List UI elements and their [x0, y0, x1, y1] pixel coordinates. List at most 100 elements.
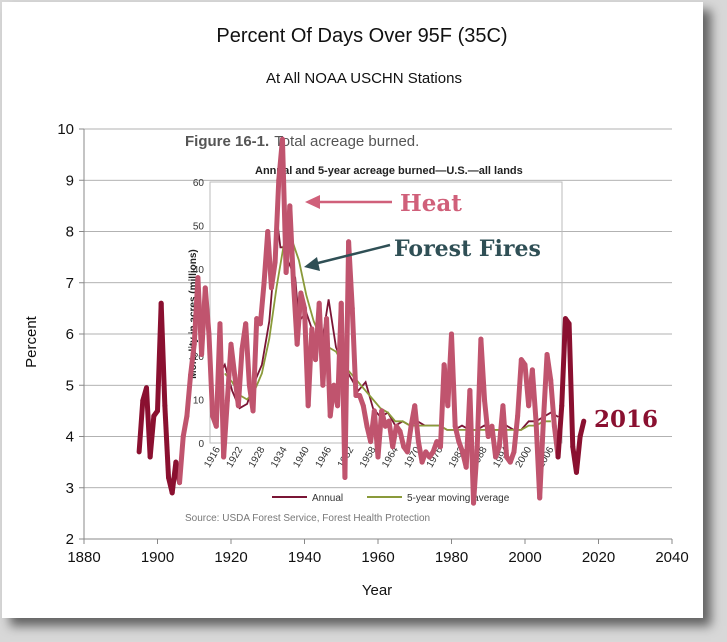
- heat-line-segment: [162, 403, 172, 480]
- heat-line-segment: [250, 316, 260, 414]
- x-tick-label: 1900: [141, 549, 174, 566]
- heat-line-segment: [221, 398, 230, 460]
- heat-line-segment: [349, 305, 359, 398]
- heat-line-segment: [482, 398, 491, 439]
- heat-line-segment: [537, 418, 546, 501]
- x-tick-label: 1920: [214, 549, 247, 566]
- forest-fires-arrow: [313, 243, 391, 266]
- inset-figure-caption: Total acreage burned.: [274, 133, 419, 150]
- heat-line-segment: [206, 331, 216, 419]
- year-2016-annotation: 2016: [594, 406, 658, 433]
- x-tick-label: 1940: [288, 549, 321, 566]
- heat-line-segment: [559, 316, 568, 409]
- heat-line-segment: [287, 203, 296, 286]
- y-tick-label: 3: [66, 480, 74, 497]
- legend-moving-average-label: 5-year moving average: [407, 493, 510, 504]
- inset-subtitle: Annual and 5-year acreage burned—U.S.—al…: [255, 165, 523, 177]
- inset-y-tick-label: 20: [193, 352, 205, 363]
- y-axis-ticks: 2 3 4 5 6 7 8 9 10: [57, 121, 84, 548]
- heat-line-segment: [180, 413, 190, 439]
- heat-line-segment: [449, 331, 458, 429]
- y-tick-label: 7: [66, 275, 74, 292]
- y-tick-label: 4: [66, 429, 74, 446]
- legend-annual-label: Annual: [312, 493, 343, 504]
- y-tick-label: 5: [66, 377, 74, 394]
- heat-line-segment: [555, 403, 565, 460]
- heat-line-segment: [548, 377, 557, 429]
- heat-line-segment: [177, 434, 186, 486]
- inset-figure: Figure 16-1. Total acreage burned. Annual…: [185, 133, 563, 524]
- inset-y-tick-label: 40: [193, 265, 205, 276]
- inset-y-tick-label: 10: [193, 396, 205, 407]
- heat-line-segment: [268, 259, 278, 291]
- x-tick-label: 1980: [435, 549, 468, 566]
- heat-series: [136, 136, 587, 506]
- inset-y-tick-label: 60: [193, 178, 205, 189]
- inset-source: Source: USDA Forest Service, Forest Heal…: [185, 513, 430, 524]
- x-tick-label: 2020: [582, 549, 615, 566]
- y-tick-label: 10: [57, 121, 74, 138]
- heat-line-segment: [573, 434, 583, 475]
- heat-line-segment: [188, 341, 197, 378]
- heat-line-segment: [147, 413, 157, 460]
- inset-y-tick-label: 0: [198, 439, 204, 450]
- heat-line-segment: [228, 341, 238, 378]
- heat-line-segment: [471, 444, 480, 506]
- heat-line-segment: [577, 418, 587, 439]
- heat-line-segment: [272, 177, 282, 265]
- heat-line-segment: [529, 367, 539, 424]
- heat-line-segment: [360, 403, 370, 429]
- heat-line-segment: [515, 357, 524, 419]
- heat-line-segment: [452, 423, 462, 445]
- x-tick-label: 2000: [508, 549, 541, 566]
- heat-line-segment: [404, 423, 414, 455]
- heat-line-segment: [184, 372, 194, 419]
- y-tick-label: 8: [66, 224, 74, 241]
- inset-x-tick-label: 1934: [269, 445, 290, 470]
- heat-line-segment: [243, 321, 252, 388]
- chart-title: Percent Of Days Over 95F (35C): [216, 25, 507, 47]
- x-tick-label: 1880: [67, 549, 100, 566]
- inset-x-tick-label: 1964: [380, 445, 401, 470]
- heat-line-segment: [298, 290, 307, 311]
- heat-line-segment: [397, 428, 407, 450]
- chart-card: Percent Of Days Over 95F (35C) At All NO…: [2, 2, 703, 618]
- heat-line-segment: [412, 403, 421, 445]
- inset-x-tick-label: 1916: [202, 445, 223, 470]
- inset-figure-number: Figure 16-1.: [185, 133, 269, 150]
- forest-fires-arrow-head: [304, 257, 320, 271]
- inset-moving-average-line: [224, 237, 551, 431]
- inset-x-tick-label: 1940: [291, 445, 312, 470]
- heat-line-segment: [202, 285, 212, 337]
- heat-line-segment: [136, 398, 146, 455]
- heat-line-segment: [566, 321, 576, 450]
- y-axis-label: Percent: [23, 315, 40, 368]
- x-axis-ticks: 1880 1900 1920 1940 1960 1980 2000 2020 2040: [67, 539, 689, 566]
- heat-line-segment: [478, 336, 488, 404]
- x-tick-label: 2040: [655, 549, 688, 566]
- x-tick-label: 1960: [361, 549, 394, 566]
- y-tick-label: 9: [66, 172, 74, 189]
- heat-arrow-head: [305, 195, 320, 209]
- heat-chart: Percent Of Days Over 95F (35C) At All NO…: [23, 25, 689, 599]
- heat-line-segment: [235, 346, 245, 409]
- inset-plot-frame: [209, 181, 563, 444]
- x-axis-label: Year: [362, 582, 392, 599]
- heat-line-segment: [544, 352, 554, 383]
- heat-line-segment: [342, 239, 352, 480]
- heat-line-segment: [257, 280, 267, 327]
- heat-line-segment: [324, 316, 333, 419]
- heat-line-segment: [500, 403, 510, 460]
- heat-line-segment: [158, 300, 168, 409]
- inset-figure-title: Figure 16-1. Total acreage burned.: [185, 133, 419, 150]
- inset-y-tick-label: 50: [193, 222, 205, 233]
- heat-line-segment: [294, 290, 304, 347]
- forest-fires-annotation: Forest Fires: [394, 236, 541, 262]
- heat-line-segment: [346, 239, 355, 311]
- heat-annotation: Heat: [400, 190, 462, 217]
- chart-subtitle: At All NOAA USCHN Stations: [266, 70, 462, 87]
- heat-line-segment: [511, 413, 521, 455]
- y-tick-label: 2: [66, 531, 74, 548]
- inset-x-tick-label: 1946: [314, 445, 335, 470]
- inset-x-tick-label: 1928: [247, 445, 268, 470]
